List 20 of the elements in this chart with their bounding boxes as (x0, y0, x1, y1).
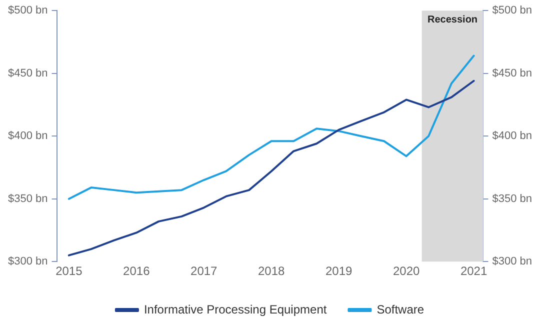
x-tick-label: 2015 (56, 264, 83, 278)
x-tick-label: 2019 (325, 264, 352, 278)
y-tick-label: $450 bn (8, 67, 48, 80)
y-tick-label: $350 bn (8, 192, 48, 205)
y2-tick-label: $450 bn (492, 67, 532, 80)
x-tick-label: 2016 (123, 264, 150, 278)
x-tick-label: 2017 (190, 264, 218, 278)
legend-label: Software (376, 302, 424, 316)
y2-tick-label: $300 bn (492, 256, 532, 268)
y2-tick-label: $500 bn (492, 4, 532, 17)
y2-tick-label: $350 bn (492, 192, 532, 205)
y-tick-label: $300 bn (8, 256, 48, 268)
legend-label: Informative Processing Equipment (144, 302, 328, 316)
x-tick-label: 2018 (258, 264, 286, 278)
band-label: Recession (428, 14, 478, 26)
y-tick-label: $500 bn (8, 4, 48, 17)
x-tick-label: 2021 (460, 264, 488, 278)
y-tick-label: $400 bn (8, 130, 48, 142)
y2-tick-label: $400 bn (492, 130, 532, 142)
x-tick-label: 2020 (392, 264, 420, 278)
